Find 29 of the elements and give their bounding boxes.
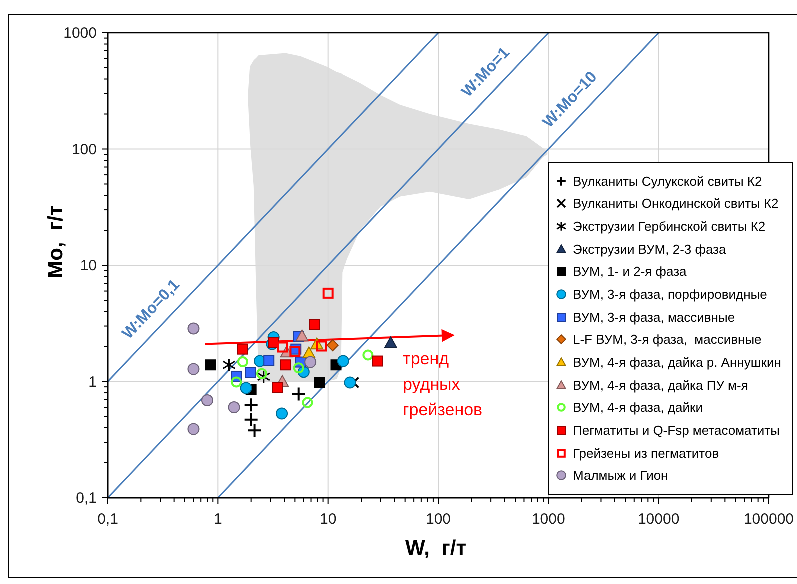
x-tick-label: 1000 (532, 511, 566, 528)
legend-label: Вулканиты Онкодинской свиты К2 (573, 196, 779, 212)
x-tick-label: 100000 (744, 511, 794, 528)
y-tick-label: 10 (80, 258, 97, 274)
legend-label: ВУМ, 4-я фаза, дайка ПУ м-я (573, 378, 748, 393)
y-tick-label: 1000 (64, 25, 97, 42)
x-tick-label: 10 (320, 511, 337, 528)
legend-label: Малмыж и Гион (573, 468, 668, 484)
legend-label: L-F ВУМ, 3-я фаза, массивные (573, 332, 762, 348)
legend-label: ВУМ, 3-я фаза, порфировидные (573, 286, 768, 302)
legend-label: ВУМ, 4-я фаза, дайки (573, 400, 703, 416)
legend-label: Грейзены из пегматитов (573, 446, 720, 461)
x-tick-label: 0,1 (98, 511, 118, 528)
legend-label: Вулканиты Сулукской свиты К2 (573, 174, 762, 189)
legend-label: Экструзии Гербинской свиты К2 (573, 218, 766, 234)
y-tick-label: 1 (88, 374, 97, 391)
x-tick-label: 100 (426, 511, 452, 528)
y-tick-label: 0,1 (76, 490, 97, 507)
legend-label: ВУМ, 4-я фаза, дайка р. Аннушкин (573, 354, 782, 370)
x-axis-title: W, г/т (404, 537, 468, 561)
legend-label: ВУМ, 1- и 2-я фаза (573, 264, 687, 280)
legend-label: ВУМ, 3-я фаза, массивные (573, 310, 736, 325)
y-tick-label: 100 (72, 141, 97, 158)
y-axis-title: Mo, г/т (44, 206, 68, 278)
series-label: тренд рудных грейзенов (403, 349, 483, 420)
x-tick-label: 1 (214, 511, 222, 528)
legend-label: Экструзии ВУМ, 2-3 фаза (573, 242, 726, 257)
x-tick-label: 10000 (638, 511, 680, 528)
legend-label: Пегматиты и Q-Fsp метасоматиты (573, 422, 780, 438)
